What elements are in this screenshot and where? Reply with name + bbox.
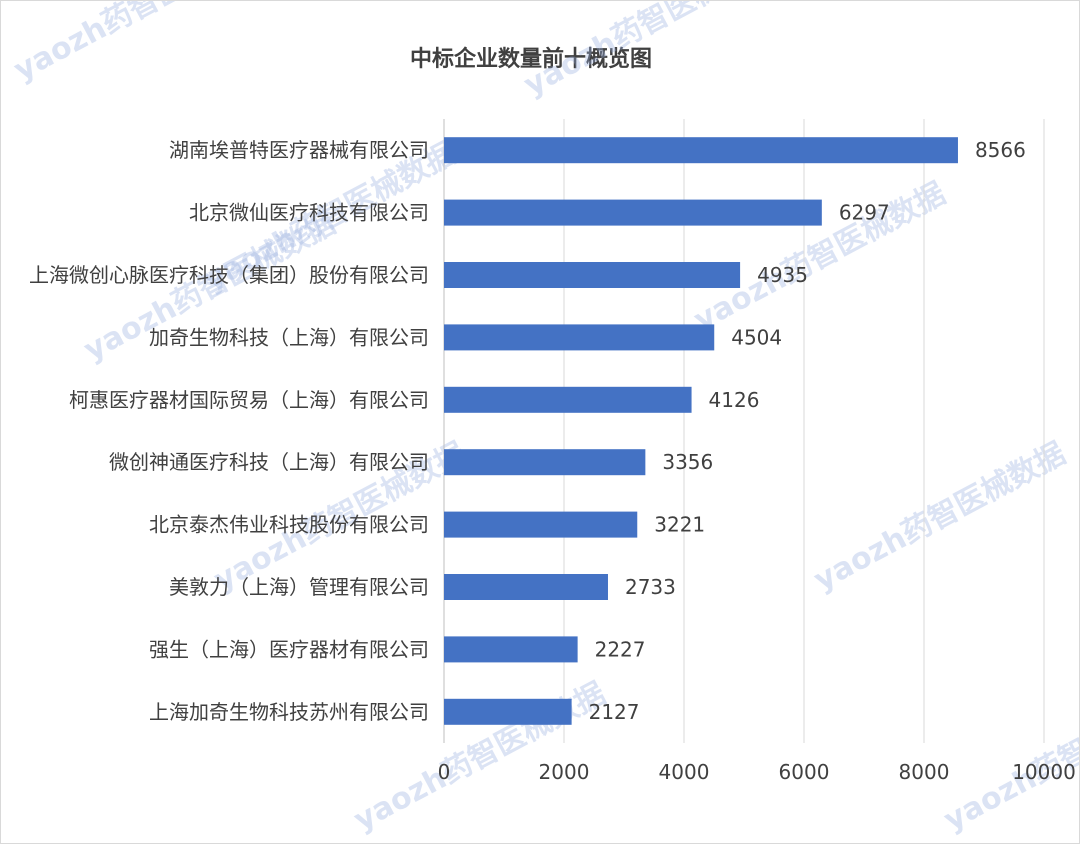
data-label: 4504 bbox=[731, 325, 782, 349]
x-tick-label: 8000 bbox=[899, 760, 950, 784]
bar bbox=[444, 449, 646, 476]
category-label: 北京泰杰伟业科技股份有限公司 bbox=[149, 513, 429, 537]
x-tick-label: 10000 bbox=[1012, 760, 1076, 784]
watermark: yaozh药智医械数据 bbox=[808, 436, 1071, 598]
bar bbox=[444, 386, 692, 413]
data-label: 8566 bbox=[975, 138, 1026, 162]
bar bbox=[444, 199, 822, 226]
category-label: 加奇生物科技（上海）有限公司 bbox=[149, 325, 429, 349]
data-label: 2733 bbox=[625, 575, 676, 599]
bar bbox=[444, 574, 608, 600]
data-label: 4126 bbox=[709, 388, 760, 412]
x-tick-label: 0 bbox=[438, 760, 451, 784]
x-tick-label: 2000 bbox=[539, 760, 590, 784]
category-label: 上海微创心脉医疗科技（集团）股份有限公司 bbox=[29, 263, 429, 287]
bar bbox=[444, 698, 572, 725]
bar bbox=[444, 636, 578, 663]
data-label: 3221 bbox=[654, 513, 705, 537]
category-label: 微创神通医疗科技（上海）有限公司 bbox=[109, 450, 429, 474]
category-label: 上海加奇生物科技苏州有限公司 bbox=[149, 700, 429, 724]
watermark: yaozh药智医械数据 bbox=[938, 676, 1080, 838]
category-label: 湖南埃普特医疗器械有限公司 bbox=[169, 138, 429, 162]
category-label: 柯惠医疗器材国际贸易（上海）有限公司 bbox=[69, 388, 429, 412]
bar bbox=[444, 511, 638, 538]
data-label: 3356 bbox=[662, 450, 713, 474]
bar bbox=[444, 137, 958, 164]
bar bbox=[444, 324, 715, 351]
chart-title: 中标企业数量前十概览图 bbox=[409, 47, 652, 72]
data-label: 4935 bbox=[757, 263, 808, 287]
data-label: 6297 bbox=[839, 201, 890, 225]
category-label: 强生（上海）医疗器材有限公司 bbox=[149, 637, 429, 661]
watermark: yaozh药智医械数据 bbox=[518, 1, 781, 103]
data-label: 2227 bbox=[595, 637, 646, 661]
x-tick-label: 4000 bbox=[659, 760, 710, 784]
category-label: 北京微仙医疗科技有限公司 bbox=[189, 201, 429, 225]
x-tick-label: 6000 bbox=[779, 760, 830, 784]
watermark: yaozh药智医械数据 bbox=[8, 1, 271, 88]
data-label: 2127 bbox=[589, 700, 640, 724]
bar bbox=[444, 262, 741, 288]
category-label: 美敦力（上海）管理有限公司 bbox=[169, 575, 429, 599]
